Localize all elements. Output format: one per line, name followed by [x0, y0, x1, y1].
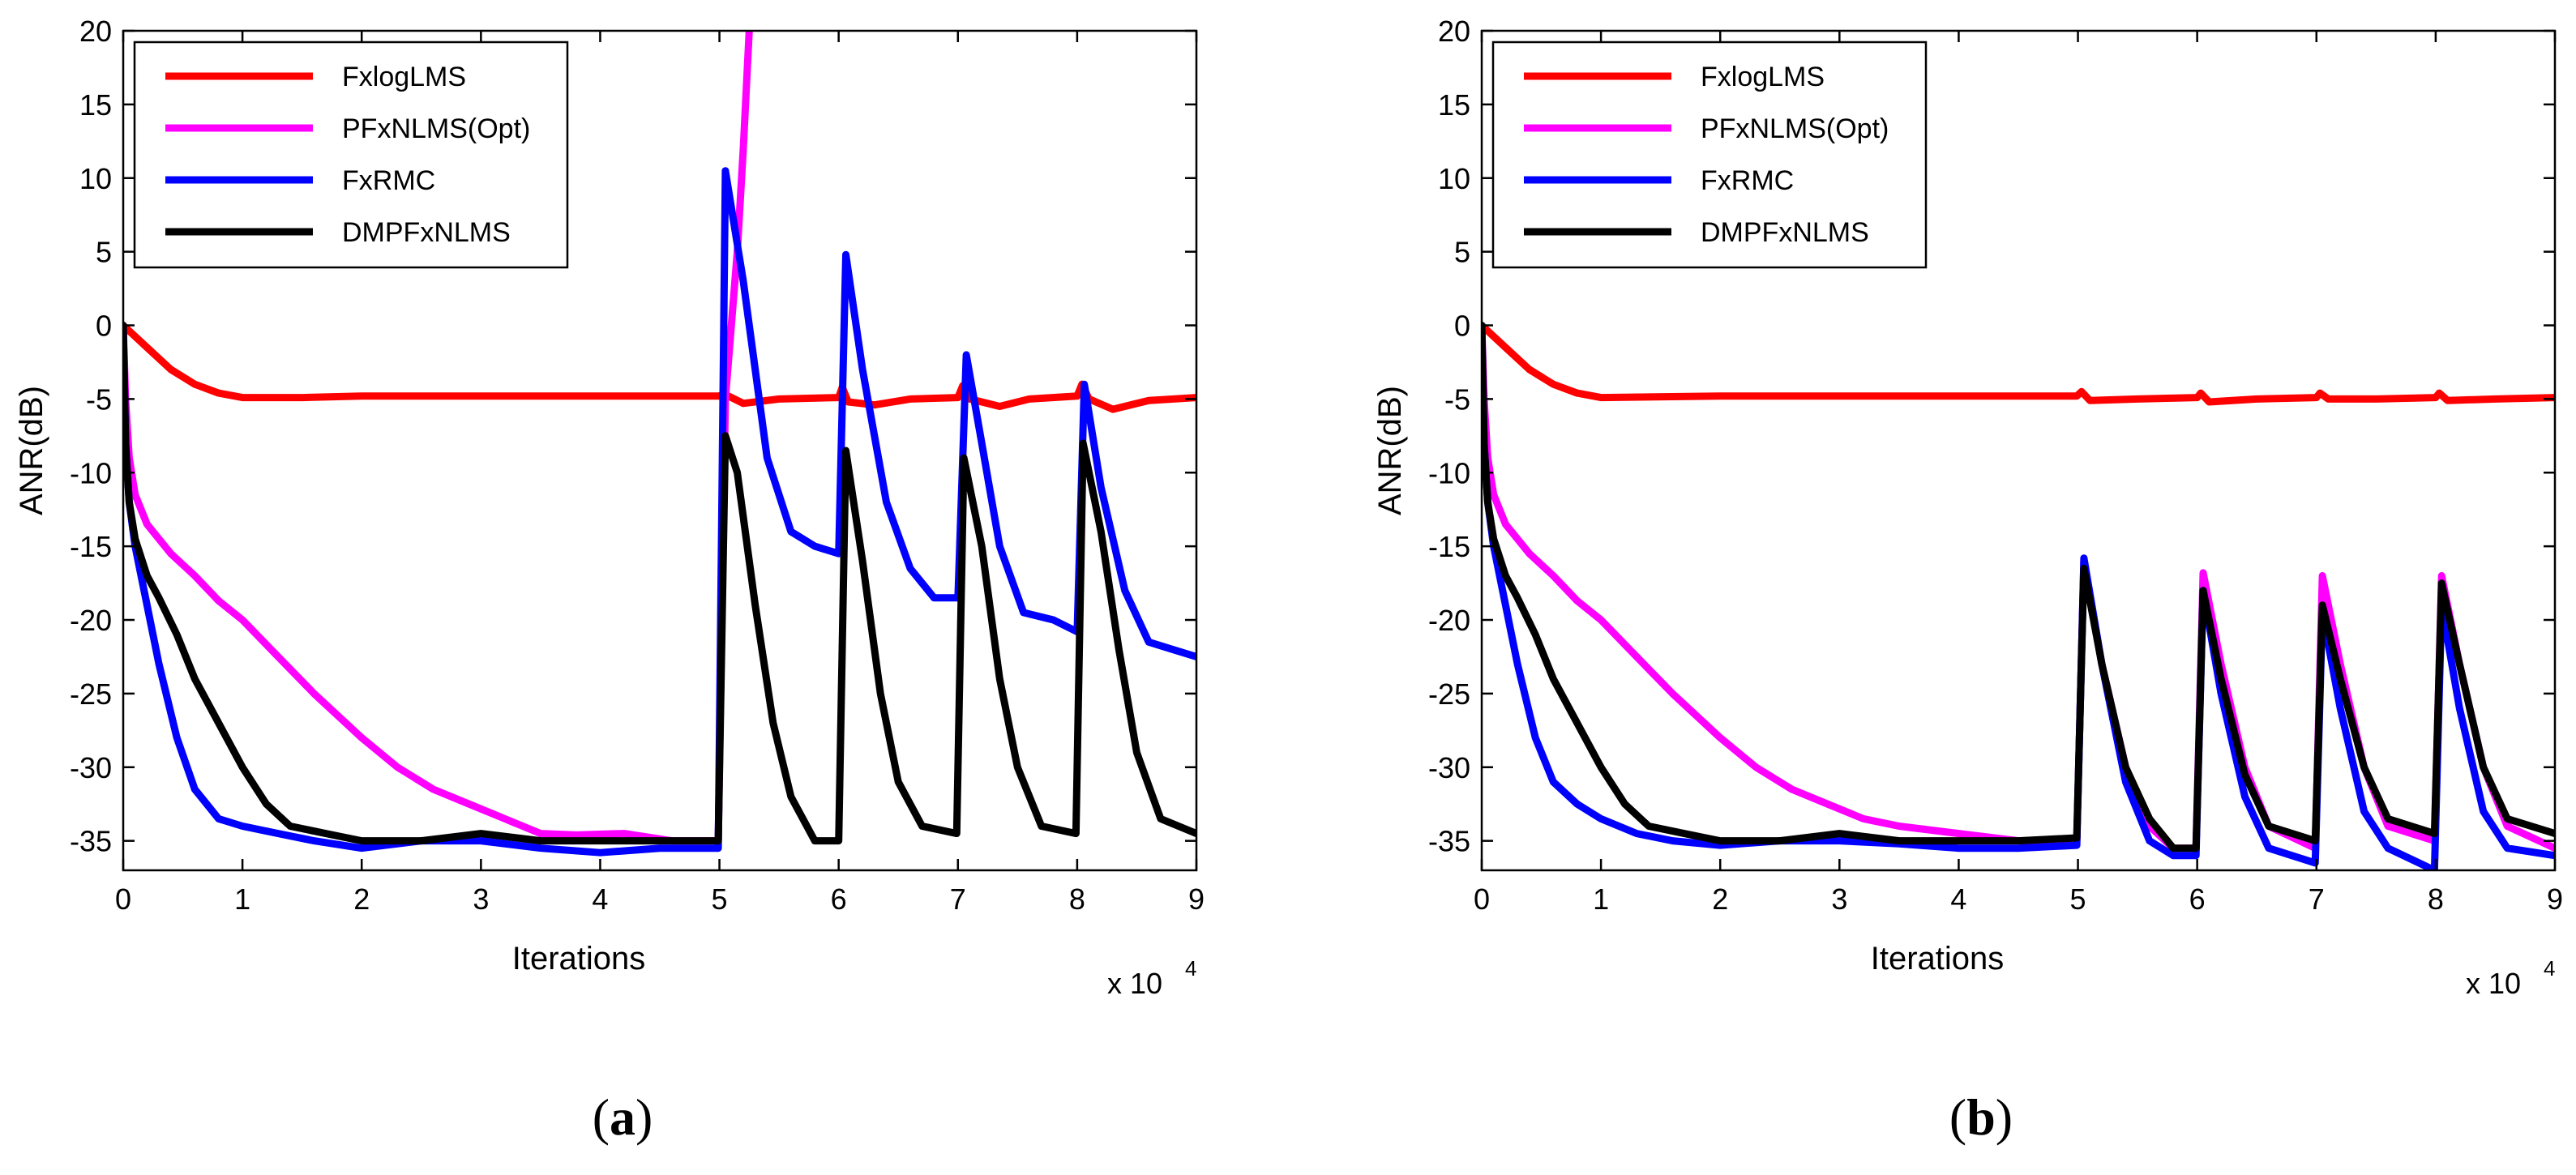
y-tick-label: 10: [1438, 162, 1470, 195]
y-tick-label: -20: [70, 604, 112, 637]
x-tick-label: 3: [473, 882, 489, 916]
x-tick-label: 4: [1950, 882, 1966, 916]
x-tick-label: 0: [115, 882, 131, 916]
x-tick-label: 2: [353, 882, 370, 916]
panel-caption: (b): [1949, 1088, 2013, 1146]
y-tick-label: -5: [1444, 382, 1470, 416]
y-tick-label: 5: [96, 236, 112, 269]
x-multiplier: x 10: [2466, 967, 2521, 1000]
x-tick-label: 1: [1593, 882, 1609, 916]
series-line-dmpfxnlms: [1482, 322, 2555, 852]
legend-entry: FxRMC: [342, 165, 435, 196]
y-tick-label: 15: [1438, 88, 1470, 122]
x-tick-label: 0: [1474, 882, 1490, 916]
x-tick-label: 8: [1069, 882, 1085, 916]
series-line-fxrmc: [1482, 322, 2555, 870]
x-multiplier-exponent: 4: [2544, 956, 2555, 981]
legend: FxlogLMS PFxNLMS(Opt) FxRMC DMPFxNLMS: [133, 41, 569, 269]
x-tick-label: 4: [592, 882, 608, 916]
x-tick-label: 7: [950, 882, 966, 916]
y-tick-label: 20: [79, 15, 112, 48]
y-tick-label: 10: [79, 162, 112, 195]
x-tick-label: 2: [1712, 882, 1728, 916]
x-tick-label: 1: [234, 882, 250, 916]
legend-entry: DMPFxNLMS: [1701, 217, 1869, 248]
y-tick-label: -5: [86, 382, 112, 416]
y-tick-label: -35: [70, 825, 112, 858]
y-tick-label: -30: [70, 751, 112, 784]
panel-a: 0 1 2 3 4 5 6 7 8 9 20 15 10 5 0 -5 -10 -15 -20 -25 -30 -35 It…: [14, 15, 1205, 1146]
series-group: [1482, 322, 2555, 870]
x-tick-label: 9: [1188, 882, 1205, 916]
panel-caption: (a): [593, 1088, 653, 1146]
x-axis-label: Iterations: [1871, 941, 2005, 976]
panel-b: 0 1 2 3 4 5 6 7 8 9 20 15 10 5 0 -5 -10 -15 -20 -25 -30 -35 It…: [1372, 15, 2563, 1146]
series-line-fxloglms: [123, 322, 1196, 413]
x-multiplier: x 10: [1107, 967, 1162, 1000]
x-axis-label: Iterations: [512, 941, 646, 976]
legend-entry: FxlogLMS: [1701, 62, 1825, 92]
series-group: [123, 31, 1196, 857]
y-tick-label: -10: [70, 456, 112, 489]
x-tick-label: 5: [712, 882, 728, 916]
legend-entry: FxRMC: [1701, 165, 1794, 196]
series-line-pfxnlms-opt-: [1482, 322, 2555, 852]
series-line-dmpfxnlms: [123, 322, 1196, 845]
y-tick-label: 5: [1454, 236, 1470, 269]
y-tick-label: 0: [1454, 310, 1470, 343]
x-tick-label: 6: [831, 882, 847, 916]
series-line-fxloglms: [1482, 322, 2555, 406]
y-tick-label: 0: [96, 310, 112, 343]
y-tick-label: 15: [79, 88, 112, 122]
legend: FxlogLMS PFxNLMS(Opt) FxRMC DMPFxNLMS: [1491, 41, 1928, 269]
y-tick-label: 20: [1438, 15, 1470, 48]
y-tick-label: -25: [1428, 677, 1470, 711]
x-tick-label: 7: [2309, 882, 2325, 916]
legend-entry: PFxNLMS(Opt): [1701, 113, 1889, 144]
legend-entry: PFxNLMS(Opt): [342, 113, 530, 144]
x-multiplier-exponent: 4: [1185, 956, 1196, 981]
series-line-fxrmc: [123, 167, 1196, 857]
legend-entry: DMPFxNLMS: [342, 217, 511, 248]
y-tick-label: -25: [70, 677, 112, 711]
x-tick-label: 9: [2547, 882, 2563, 916]
y-tick-label: -10: [1428, 456, 1470, 489]
legend-entry: FxlogLMS: [342, 62, 466, 92]
y-tick-label: -15: [1428, 530, 1470, 563]
y-axis-label: ANR(dB): [1372, 386, 1408, 515]
y-tick-label: -20: [1428, 604, 1470, 637]
y-axis-label: ANR(dB): [14, 386, 49, 515]
x-tick-label: 8: [2428, 882, 2444, 916]
y-tick-label: -15: [70, 530, 112, 563]
y-tick-label: -35: [1428, 825, 1470, 858]
axes-frame: [1480, 29, 2557, 872]
x-tick-label: 5: [2070, 882, 2086, 916]
x-tick-label: 3: [1831, 882, 1847, 916]
x-tick-label: 6: [2189, 882, 2206, 916]
y-tick-label: -30: [1428, 751, 1470, 784]
axes-frame: [122, 29, 1198, 872]
